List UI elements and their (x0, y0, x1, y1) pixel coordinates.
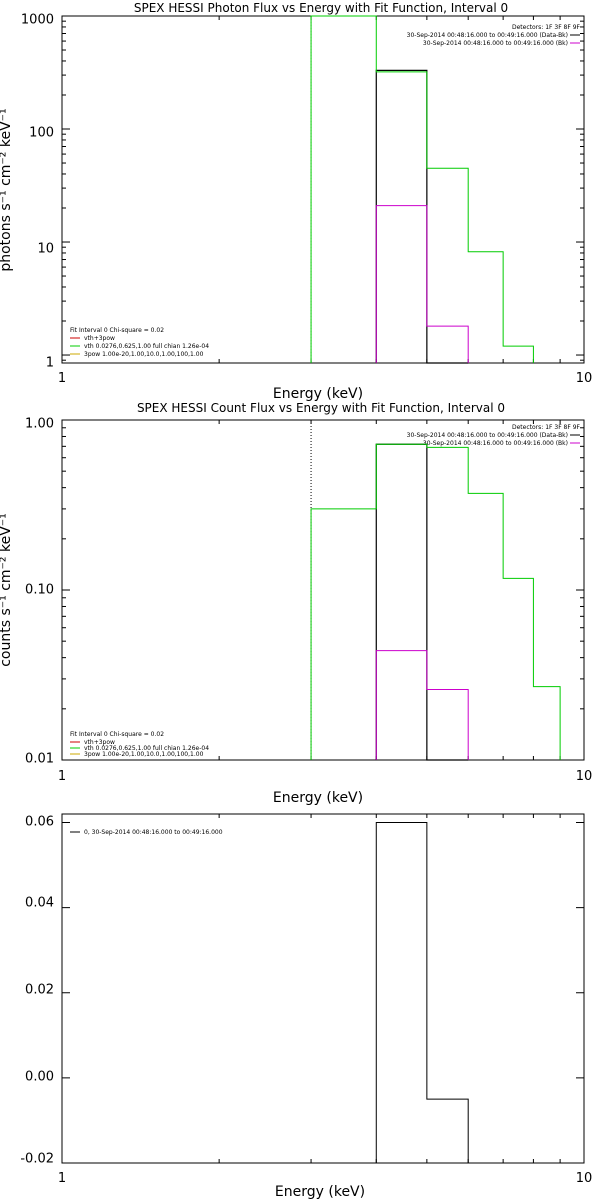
data-series (375, 69, 469, 364)
legend-text: vth+3pow (84, 739, 115, 746)
y-tick-label: 0.04 (25, 896, 54, 911)
legend-text: 30-Sep-2014 00:48:16.000 to 00:49:16.000… (407, 32, 568, 39)
legend-text: vth 0.0276,0.625,1.00 full chian 1.26e-0… (84, 343, 209, 350)
legend-left: Fit Interval 0 Chi-square = 0.02 vth+3po… (70, 327, 209, 358)
legend-right: Detectors: 1F 3F 8F 9F 30-Sep-2014 00:48… (407, 24, 581, 47)
data-series (375, 822, 469, 1163)
panel-count-flux: SPEX HESSI Count Flux vs Energy with Fit… (0, 401, 592, 806)
x-tick-labels: 1 10 (58, 1171, 592, 1186)
y-tick-label: 10 (37, 242, 54, 257)
plot-area (61, 419, 585, 761)
x-tick-labels: 1 10 (58, 371, 592, 386)
y-tick-label: 100 (29, 126, 54, 141)
y-tick-label: 1.00 (25, 417, 54, 432)
y-tick-labels: 0.01 0.10 1.00 (25, 417, 54, 767)
x-axis-label: Energy (keV) (275, 1184, 365, 1200)
y-tick-label: 0.00 (25, 1070, 54, 1085)
x-axis-label: Energy (keV) (273, 386, 363, 402)
chart-title: SPEX HESSI Photon Flux vs Energy with Fi… (134, 1, 508, 15)
legend-text: Detectors: 1F 3F 8F 9F (512, 24, 581, 31)
plot-area (61, 15, 585, 364)
x-tick-label: 10 (576, 769, 593, 784)
legend-text: 3pow 1.00e-20,1.00,10.0,1.00,100,1.00 (84, 751, 204, 758)
legend-text: 30-Sep-2014 00:48:16.000 to 00:49:16.000… (423, 40, 568, 47)
legend-text: 30-Sep-2014 00:48:16.000 to 00:49:16.000… (423, 440, 568, 447)
y-axis-label: photons s⁻¹ cm⁻² keV⁻¹ (0, 108, 14, 271)
x-tick-label: 1 (58, 769, 66, 784)
data-series (310, 443, 561, 760)
legend-text: 30-Sep-2014 00:48:16.000 to 00:49:16.000… (407, 432, 568, 439)
x-tick-labels: 1 10 (58, 769, 592, 784)
y-tick-label: -0.02 (20, 1152, 54, 1167)
y-axis-label: counts s⁻¹ cm⁻² keV⁻¹ (0, 513, 14, 667)
legend-text: Fit Interval 0 Chi-square = 0.02 (70, 327, 164, 334)
y-tick-label: 1 (46, 356, 54, 371)
panel-residuals: -0.02 0.00 0.02 0.04 0.06 1 10 Energy (k… (20, 813, 592, 1200)
panel-photon-flux: SPEX HESSI Photon Flux vs Energy with Fi… (0, 1, 592, 402)
data-series (375, 650, 469, 760)
y-tick-labels: 1 10 100 1000 (21, 13, 54, 371)
x-axis-label: Energy (keV) (273, 790, 363, 806)
legend-text: vth 0.0276,0.625,1.00 full chian 1.26e-0… (84, 745, 209, 752)
x-tick-label: 10 (576, 371, 593, 386)
y-tick-label: 0.06 (25, 815, 54, 830)
y-tick-label: 0.01 (25, 752, 54, 767)
legend-text: Fit Interval 0 Chi-square = 0.02 (70, 731, 164, 738)
legend-left: 0, 30-Sep-2014 00:48:16.000 to 00:49:16.… (70, 829, 223, 836)
y-tick-label: 0.10 (25, 583, 54, 598)
legend-text: vth+3pow (84, 335, 115, 342)
data-series (310, 15, 534, 363)
data-series (375, 443, 469, 761)
data-series (375, 205, 469, 363)
x-tick-label: 1 (58, 1171, 66, 1186)
plot-frame (61, 419, 585, 761)
x-tick-label: 1 (58, 371, 66, 386)
legend-text: 0, 30-Sep-2014 00:48:16.000 to 00:49:16.… (84, 829, 223, 836)
plot-frame (61, 813, 585, 1164)
plot-frame (61, 15, 585, 364)
legend-text: 3pow 1.00e-20,1.00,10.0,1.00,100,1.00 (84, 351, 204, 358)
x-tick-label: 10 (576, 1171, 593, 1186)
y-tick-label: 0.02 (25, 983, 54, 998)
legend-left: Fit Interval 0 Chi-square = 0.02 vth+3po… (70, 731, 209, 758)
chart-title: SPEX HESSI Count Flux vs Energy with Fit… (137, 401, 505, 415)
legend-text: Detectors: 1F 3F 8F 9F (512, 424, 581, 431)
y-tick-label: 1000 (21, 13, 54, 28)
plot-area (61, 814, 585, 1164)
y-tick-labels: -0.02 0.00 0.02 0.04 0.06 (20, 815, 54, 1167)
legend-right: Detectors: 1F 3F 8F 9F 30-Sep-2014 00:48… (407, 424, 581, 447)
